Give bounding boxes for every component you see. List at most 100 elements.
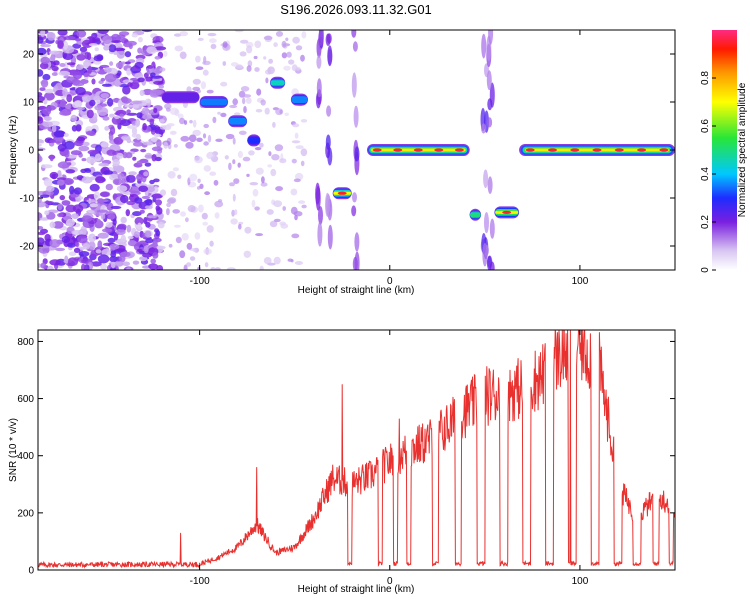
spectrogram-peak — [659, 148, 669, 152]
spectrogram-noise-blob — [109, 243, 120, 250]
spectrogram-noise-blob — [87, 65, 92, 75]
spectrogram-noise-blob — [218, 199, 223, 203]
spectrogram-noise-blob — [75, 242, 80, 248]
spectrogram-noise-blob — [300, 54, 305, 62]
spectrogram-noise-blob — [75, 65, 84, 70]
spectrogram-noise-blob — [102, 116, 110, 121]
spectrogram-feature — [247, 137, 261, 144]
spectrogram-noise-blob — [128, 186, 141, 194]
spectrogram-noise-blob — [192, 86, 201, 91]
spectrogram-noise-blob — [294, 132, 299, 139]
spectrogram-y-tick-label: -20 — [20, 242, 35, 253]
spectrogram-noise-blob — [185, 217, 189, 223]
spectrogram-noise-blob — [235, 64, 243, 69]
spectrogram-noise-blob — [145, 238, 154, 244]
spectrogram-noise-blob — [75, 197, 81, 202]
spectrogram-peak — [413, 148, 423, 152]
spectrogram-noise-blob — [89, 203, 98, 208]
spectrogram-noise-blob — [109, 255, 118, 263]
spectrogram-noise-blob — [38, 226, 44, 230]
spectrogram-y-tick-label: -10 — [20, 194, 35, 205]
spectrogram-noise-blob — [203, 141, 209, 146]
spectrogram-noise-blob — [207, 134, 212, 143]
spectrogram-noise-blob — [55, 247, 66, 252]
spectrogram-noise-blob — [154, 228, 160, 233]
spectrogram-noise-blob — [93, 191, 100, 201]
spectrogram-noise-blob — [301, 204, 307, 209]
spectrogram-noise-blob — [125, 61, 131, 65]
spectrogram-noise-blob — [115, 62, 124, 69]
spectrogram-noise-blob — [220, 112, 227, 118]
spectrogram-noise-blob — [40, 30, 46, 37]
spectrogram-noise-blob — [153, 80, 164, 85]
spectrogram-noise-blob — [252, 189, 259, 197]
colorbar-tick-label: 0.6 — [700, 119, 711, 133]
spectrogram-noise-blob — [120, 234, 127, 243]
spectrogram-noise-blob — [131, 33, 138, 38]
spectrogram-noise-blob — [192, 78, 201, 85]
spectrogram-noise-blob — [255, 108, 263, 113]
spectrogram-noise-blob — [137, 47, 143, 54]
spectrogram-noise-blob — [117, 99, 123, 108]
spectrogram-noise-blob — [52, 221, 64, 229]
spectrogram-noise-blob — [179, 51, 187, 60]
spectrogram-noise-blob — [293, 211, 303, 217]
snr-x-tick-label: 0 — [387, 576, 393, 587]
spectrogram-y-tick-label: 10 — [23, 98, 35, 109]
spectrogram-noise-blob — [78, 251, 90, 257]
spectrogram-noise-blob — [159, 67, 166, 72]
colorbar-tick-label: 0 — [700, 267, 711, 273]
spectrogram-noise-blob — [231, 209, 235, 217]
spectrogram-streak — [482, 242, 488, 267]
spectrogram-noise-blob — [141, 195, 151, 200]
spectrogram-noise-blob — [94, 105, 103, 111]
spectrogram-noise-blob — [152, 193, 163, 199]
spectrogram-noise-blob — [214, 267, 221, 270]
spectrogram-streak — [483, 169, 489, 189]
spectrogram-noise-blob — [126, 200, 136, 206]
spectrogram-noise-blob — [254, 67, 260, 72]
spectrogram-noise-blob — [174, 109, 180, 117]
spectrogram-noise-blob — [148, 263, 159, 270]
spectrogram-streak — [488, 30, 494, 45]
spectrogram-noise-blob — [139, 89, 145, 96]
spectrogram-noise-blob — [96, 209, 109, 213]
spectrogram-noise-blob — [177, 174, 182, 179]
spectrogram-noise-blob — [264, 107, 270, 115]
spectrogram-noise-blob — [127, 240, 137, 246]
spectrogram-noise-blob — [120, 216, 127, 224]
spectrogram-streak — [316, 55, 322, 69]
spectrogram-noise-blob — [179, 31, 188, 37]
spectrogram-noise-blob — [248, 150, 255, 156]
spectrogram-noise-blob — [300, 160, 305, 167]
spectrogram-noise-blob — [215, 138, 223, 142]
spectrogram-streak — [317, 221, 323, 247]
spectrogram-noise-blob — [261, 176, 265, 184]
spectrogram-noise-blob — [61, 235, 71, 244]
spectrogram-noise-blob — [224, 155, 229, 160]
snr-x-tick-label: 100 — [572, 576, 589, 587]
spectrogram-noise-blob — [251, 199, 256, 208]
spectrogram-noise-blob — [150, 72, 156, 77]
spectrogram-noise-blob — [81, 158, 87, 162]
spectrogram-noise-blob — [86, 156, 97, 164]
spectrogram-noise-blob — [159, 189, 167, 196]
spectrogram-noise-blob — [39, 217, 50, 221]
spectrogram-noise-blob — [234, 209, 238, 216]
spectrogram-noise-blob — [100, 77, 106, 82]
spectrogram-noise-blob — [117, 122, 122, 130]
spectrogram-noise-blob — [126, 125, 138, 129]
spectrogram-noise-blob — [232, 193, 236, 202]
spectrogram-noise-blob — [172, 209, 180, 214]
spectrogram-noise-blob — [185, 141, 194, 149]
spectrogram-streak — [325, 192, 330, 217]
spectrogram-streak — [489, 82, 495, 108]
spectrogram-noise-blob — [38, 237, 45, 246]
colorbar-tick-label: 0.2 — [700, 215, 711, 229]
spectrogram-noise-blob — [39, 87, 46, 91]
spectrogram-noise-blob — [38, 107, 44, 111]
spectrogram-noise-blob — [166, 123, 175, 127]
spectrogram-noise-blob — [49, 221, 56, 229]
spectrogram-x-label: Height of straight line (km) — [298, 285, 415, 296]
